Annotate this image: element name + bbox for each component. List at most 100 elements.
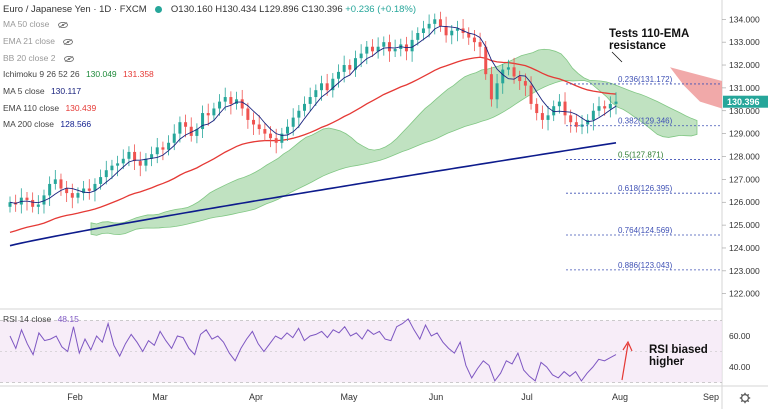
ohlc-header: Euro / Japanese Yen · 1D · FXCM O130.160… bbox=[3, 4, 416, 15]
candle-body bbox=[546, 115, 550, 120]
price-tick-label: 129.000 bbox=[729, 129, 760, 139]
candle-body bbox=[421, 28, 425, 34]
candle-body bbox=[387, 42, 391, 52]
time-axis-label: Jun bbox=[429, 392, 444, 402]
candles-group bbox=[8, 11, 618, 215]
candle-body bbox=[76, 193, 80, 198]
candle-body bbox=[65, 188, 69, 194]
legend-ma5[interactable]: MA 5 close 130.117 bbox=[3, 86, 81, 96]
candle-body bbox=[353, 58, 357, 70]
candle-body bbox=[518, 76, 522, 82]
candle-body bbox=[87, 188, 91, 191]
candle-body bbox=[104, 170, 108, 178]
candle-body bbox=[591, 110, 595, 120]
symbol-title[interactable]: Euro / Japanese Yen · 1D · FXCM bbox=[3, 4, 147, 15]
rsi-line bbox=[9, 318, 617, 382]
candle-body bbox=[382, 42, 386, 47]
rsi-arrow-head bbox=[622, 340, 633, 352]
legend-value: 128.566 bbox=[60, 119, 92, 129]
fib-level-label: 0.5(127.871) bbox=[618, 150, 664, 159]
rsi-legend[interactable]: RSI 14 close 48.15 bbox=[3, 314, 79, 324]
price-tick-label: 122.000 bbox=[729, 289, 760, 299]
candle-body bbox=[48, 183, 52, 196]
candle-body bbox=[155, 147, 159, 155]
legend-ma50[interactable]: MA 50 close bbox=[3, 19, 68, 29]
fib-level-label: 0.382(129.346) bbox=[618, 117, 673, 126]
candle-body bbox=[614, 101, 618, 104]
legend-ma200[interactable]: MA 200 close 128.566 bbox=[3, 119, 91, 129]
price-tick-label: 128.000 bbox=[729, 152, 760, 162]
candle-body bbox=[308, 97, 312, 104]
time-axis-label: Mar bbox=[152, 392, 168, 402]
candle-body bbox=[297, 110, 301, 118]
fib-level-label: 0.236(131.172) bbox=[618, 75, 673, 84]
candle-body bbox=[314, 90, 318, 98]
candle-body bbox=[540, 113, 544, 120]
candle-body bbox=[195, 129, 199, 136]
price-tick-label: 126.000 bbox=[729, 197, 760, 207]
market-open-icon bbox=[155, 5, 163, 13]
candle-body bbox=[325, 83, 329, 91]
candle-body bbox=[280, 133, 284, 143]
price-tick-label: 124.000 bbox=[729, 243, 760, 253]
candle-body bbox=[184, 122, 188, 127]
candle-body bbox=[438, 19, 442, 27]
candle-body bbox=[42, 195, 46, 205]
candle-body bbox=[246, 108, 250, 120]
ema-annotation-line2: resistance bbox=[609, 40, 666, 52]
candle-body bbox=[597, 106, 601, 111]
candle-body bbox=[36, 204, 40, 207]
legend-bb20[interactable]: BB 20 close 2 bbox=[3, 53, 74, 63]
candle-body bbox=[206, 113, 210, 116]
candle-body bbox=[229, 97, 233, 104]
fib-level-label: 0.764(124.569) bbox=[618, 226, 673, 235]
candle-body bbox=[110, 165, 114, 171]
candle-body bbox=[478, 42, 482, 47]
legend-ema110[interactable]: EMA 110 close 130.439 bbox=[3, 103, 96, 113]
settings-gear-icon[interactable] bbox=[739, 392, 751, 404]
legend-label: EMA 21 close bbox=[3, 36, 55, 46]
candle-body bbox=[336, 71, 340, 79]
candle-body bbox=[31, 199, 35, 207]
ma200-line bbox=[9, 141, 617, 247]
candle-body bbox=[535, 103, 539, 114]
candle-body bbox=[529, 85, 533, 104]
ema-annotation: Tests 110-EMA resistance bbox=[609, 28, 689, 52]
high-value: H130.434 bbox=[215, 4, 257, 15]
candle-body bbox=[319, 83, 323, 91]
close-value: C130.396 bbox=[301, 4, 343, 15]
gear-tooth bbox=[740, 393, 743, 396]
candle-body bbox=[82, 188, 86, 194]
gear-ring bbox=[740, 394, 749, 403]
fib-level-label: 0.886(123.043) bbox=[618, 261, 673, 270]
candle-body bbox=[467, 33, 471, 38]
hidden-eye-icon[interactable] bbox=[57, 21, 68, 28]
candle-body bbox=[455, 28, 459, 31]
candle-body bbox=[8, 202, 12, 207]
hidden-eye-icon[interactable] bbox=[63, 38, 74, 45]
hidden-eye-icon[interactable] bbox=[63, 55, 74, 62]
price-tick-label: 123.000 bbox=[729, 266, 760, 276]
ema110-line bbox=[9, 56, 617, 234]
candle-body bbox=[495, 83, 499, 100]
candle-body bbox=[370, 46, 374, 52]
time-axis-label: Sep bbox=[703, 392, 719, 402]
price-tick-label: 134.000 bbox=[729, 14, 760, 24]
candle-body bbox=[150, 154, 154, 159]
gear-tooth bbox=[747, 400, 750, 403]
candle-body bbox=[212, 108, 216, 116]
candle-body bbox=[608, 103, 612, 109]
candle-body bbox=[70, 193, 74, 198]
candle-body bbox=[59, 179, 63, 189]
candle-body bbox=[586, 119, 590, 125]
candle-body bbox=[99, 177, 103, 184]
candle-body bbox=[342, 65, 346, 72]
last-price-label: 130.396 bbox=[727, 97, 760, 107]
legend-ichimoku[interactable]: Ichimoku 9 26 52 26 130.049 131.358 bbox=[3, 69, 154, 79]
candle-body bbox=[331, 78, 335, 91]
candle-body bbox=[484, 46, 488, 75]
candle-body bbox=[512, 67, 516, 77]
candle-body bbox=[563, 101, 567, 116]
legend-ema21[interactable]: EMA 21 close bbox=[3, 36, 74, 46]
